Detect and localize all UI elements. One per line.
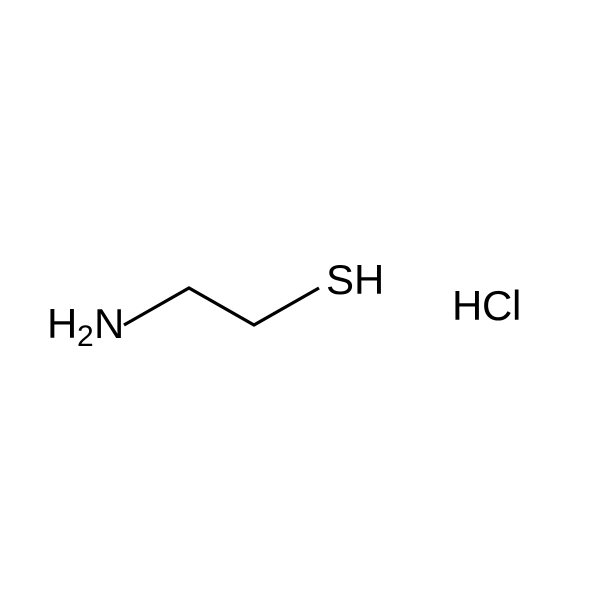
bond-backbone	[124, 288, 319, 325]
label-amine-N: N	[94, 300, 124, 347]
label-thiol-S: S	[326, 256, 354, 303]
label-amine-H: H	[47, 300, 77, 347]
label-hcl-l: l	[512, 282, 521, 329]
label-amine-H-sub: 2	[77, 320, 94, 353]
label-thiol-H: H	[354, 256, 384, 303]
molecule-diagram: H 2 N S H H C l	[0, 0, 600, 600]
label-hcl-H: H	[452, 282, 482, 329]
label-hcl-C: C	[482, 282, 512, 329]
